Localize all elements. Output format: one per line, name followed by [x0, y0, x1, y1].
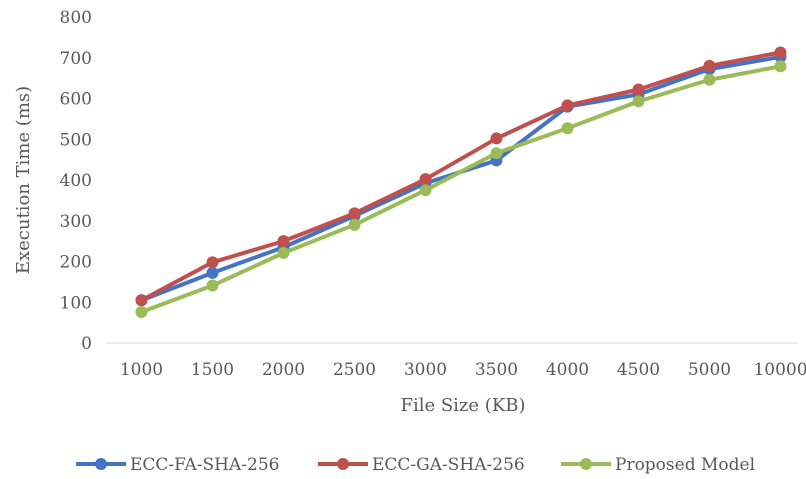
- legend-marker: [95, 458, 107, 470]
- y-tick-label: 0: [81, 334, 92, 354]
- x-tick-label: 5000: [688, 360, 731, 380]
- data-point: [561, 99, 574, 112]
- series-ecc-ga-sha-256: [135, 46, 787, 307]
- x-tick-label: 4000: [546, 360, 589, 380]
- data-point: [703, 59, 716, 72]
- y-axis-title: Execution Time (ms): [13, 86, 34, 274]
- legend-label: ECC-GA-SHA-256: [372, 455, 525, 475]
- y-tick-label: 800: [60, 8, 92, 28]
- data-point: [277, 246, 290, 259]
- data-point: [348, 218, 361, 231]
- data-point: [632, 95, 645, 108]
- x-tick-label: 1500: [191, 360, 234, 380]
- data-point: [206, 266, 219, 279]
- x-tick-label: 3500: [475, 360, 518, 380]
- y-tick-label: 200: [60, 253, 92, 273]
- x-tick-label: 4500: [617, 360, 660, 380]
- y-tick-label: 500: [60, 130, 92, 150]
- data-point: [490, 147, 503, 160]
- legend-item: ECC-FA-SHA-256: [76, 455, 279, 475]
- data-point: [206, 279, 219, 292]
- data-point: [774, 46, 787, 59]
- data-point: [135, 294, 148, 307]
- y-tick-label: 100: [60, 293, 92, 313]
- data-point: [206, 256, 219, 269]
- x-axis-title: File Size (KB): [400, 395, 525, 416]
- y-tick-label: 600: [60, 90, 92, 110]
- data-point: [632, 83, 645, 96]
- legend-marker: [580, 458, 592, 470]
- data-point: [277, 235, 290, 248]
- x-tick-label: 2000: [262, 360, 305, 380]
- legend-item: Proposed Model: [561, 455, 755, 475]
- legend-marker: [337, 458, 349, 470]
- y-tick-label: 300: [60, 212, 92, 232]
- series-proposed-model: [135, 60, 787, 319]
- legend-label: ECC-FA-SHA-256: [130, 455, 279, 475]
- x-tick-label: 3000: [404, 360, 447, 380]
- data-point: [703, 73, 716, 86]
- data-point: [490, 132, 503, 145]
- series-line: [140, 64, 781, 314]
- series-line: [140, 54, 781, 303]
- data-point: [419, 173, 432, 186]
- data-point: [561, 122, 574, 135]
- x-tick-label: 1000: [120, 360, 163, 380]
- data-point: [135, 306, 148, 319]
- data-point: [348, 207, 361, 220]
- legend-label: Proposed Model: [615, 455, 755, 475]
- y-tick-label: 700: [60, 49, 92, 69]
- legend-item: ECC-GA-SHA-256: [318, 455, 525, 475]
- x-tick-label: 10000: [753, 360, 806, 380]
- data-point: [419, 184, 432, 197]
- series-ecc-fa-sha-256: [135, 50, 787, 307]
- legend: ECC-FA-SHA-256 ECC-GA-SHA-256 Proposed Mod…: [76, 455, 755, 475]
- y-axis-ticks: 0 100 200 300 400 500 600 700 800: [60, 8, 92, 354]
- data-point: [774, 60, 787, 73]
- x-axis-ticks: 1000 1500 2000 2500 3000 3500 4000 4500 5000 1000…: [120, 360, 806, 380]
- x-tick-label: 2500: [333, 360, 376, 380]
- series-lines: [135, 46, 787, 319]
- series-line: [140, 50, 781, 302]
- y-tick-label: 400: [60, 171, 92, 191]
